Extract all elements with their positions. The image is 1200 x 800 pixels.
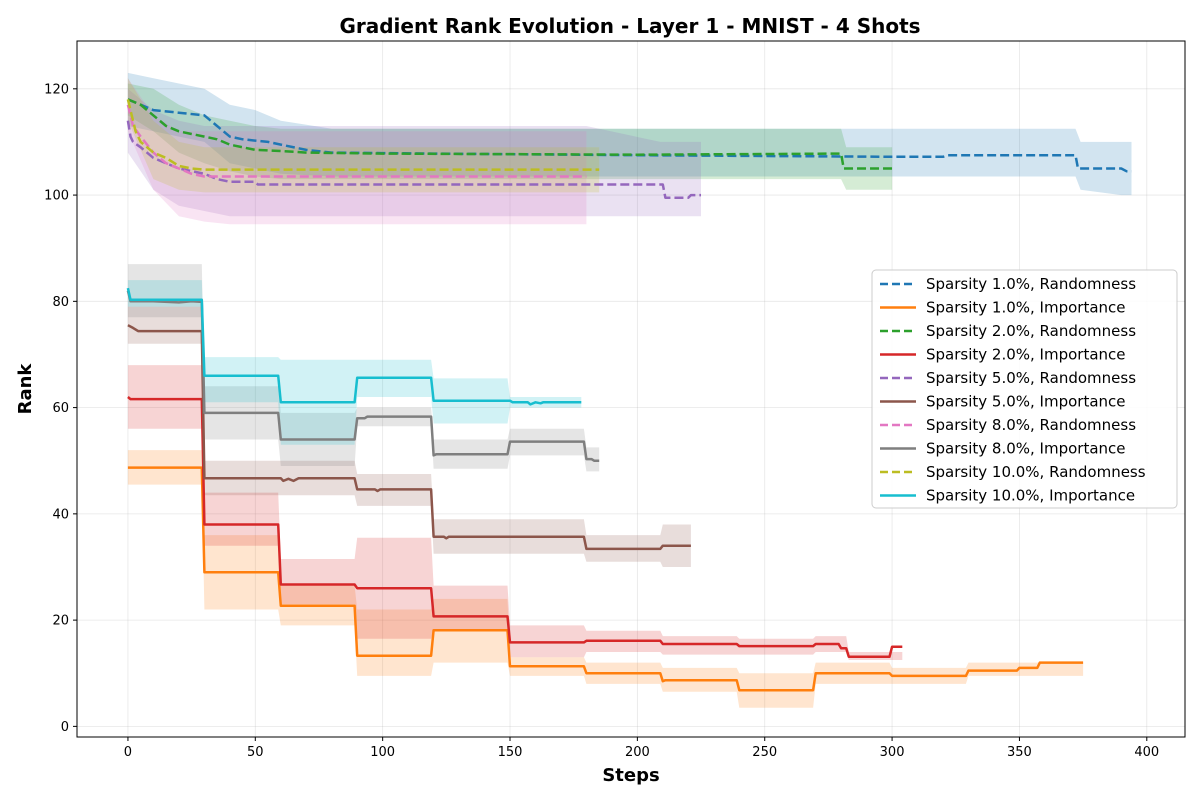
axis-ticks: 0 50 100 150 200 250 300 350 400 0 20 40 60 80 100 120 <box>44 82 1159 760</box>
y-tick-label: 80 <box>52 295 69 310</box>
y-tick-label: 120 <box>44 82 69 97</box>
legend-entry-7: Sparsity 8.0%, Randomness <box>926 416 1136 434</box>
y-tick-label: 40 <box>52 507 69 522</box>
x-axis-label: Steps <box>602 765 659 786</box>
x-tick-label: 250 <box>752 745 777 760</box>
x-tick-label: 150 <box>498 745 523 760</box>
series-band-4 <box>127 365 903 660</box>
legend: Sparsity 1.0%, Randomness Sparsity 1.0%, … <box>871 269 1178 509</box>
series-band-6 <box>127 306 691 567</box>
legend-entry-4: Sparsity 2.0%, Importance <box>926 346 1126 364</box>
y-axis-label: Rank <box>15 363 36 415</box>
series-band-9 <box>127 78 600 193</box>
x-tick-label: 300 <box>880 745 905 760</box>
x-tick-label: 50 <box>247 745 264 760</box>
legend-entry-3: Sparsity 2.0%, Randomness <box>926 322 1136 340</box>
legend-entry-5: Sparsity 5.0%, Randomness <box>926 369 1136 387</box>
x-tick-label: 400 <box>1134 745 1159 760</box>
y-tick-label: 100 <box>44 189 69 204</box>
chart-title: Gradient Rank Evolution - Layer 1 - MNIS… <box>339 14 920 38</box>
grid-lines <box>77 41 1185 737</box>
legend-box <box>871 269 1178 509</box>
legend-entry-8: Sparsity 8.0%, Importance <box>926 440 1126 458</box>
series-band-3 <box>127 83 893 190</box>
legend-entry-6: Sparsity 5.0%, Importance <box>926 393 1126 411</box>
series-line-2 <box>127 466 1084 692</box>
x-tick-label: 200 <box>625 745 650 760</box>
series-band-1 <box>127 72 1132 196</box>
plot-frame <box>76 40 1186 738</box>
series-lines <box>126 98 1132 692</box>
legend-entry-2: Sparsity 1.0%, Importance <box>926 299 1126 317</box>
series-line-9 <box>126 99 600 171</box>
series-line-10 <box>126 287 582 406</box>
series-band-8 <box>127 264 600 472</box>
x-tick-label: 350 <box>1007 745 1032 760</box>
legend-entry-1: Sparsity 1.0%, Randomness <box>926 275 1136 293</box>
x-tick-label: 100 <box>370 745 395 760</box>
y-tick-label: 0 <box>61 720 69 735</box>
series-line-5 <box>126 120 701 199</box>
y-tick-label: 60 <box>52 401 69 416</box>
series-band-10 <box>127 280 582 445</box>
legend-entry-9: Sparsity 10.0%, Randomness <box>926 463 1146 481</box>
confidence-bands <box>127 72 1132 708</box>
series-band-2 <box>127 450 1084 708</box>
series-line-6 <box>127 324 691 551</box>
y-tick-label: 20 <box>52 614 69 629</box>
x-tick-label: 0 <box>124 745 132 760</box>
series-line-3 <box>127 98 893 170</box>
series-band-7 <box>127 78 587 225</box>
legend-entry-10: Sparsity 10.0%, Importance <box>926 487 1135 505</box>
series-line-8 <box>126 290 600 462</box>
series-line-4 <box>127 396 903 659</box>
